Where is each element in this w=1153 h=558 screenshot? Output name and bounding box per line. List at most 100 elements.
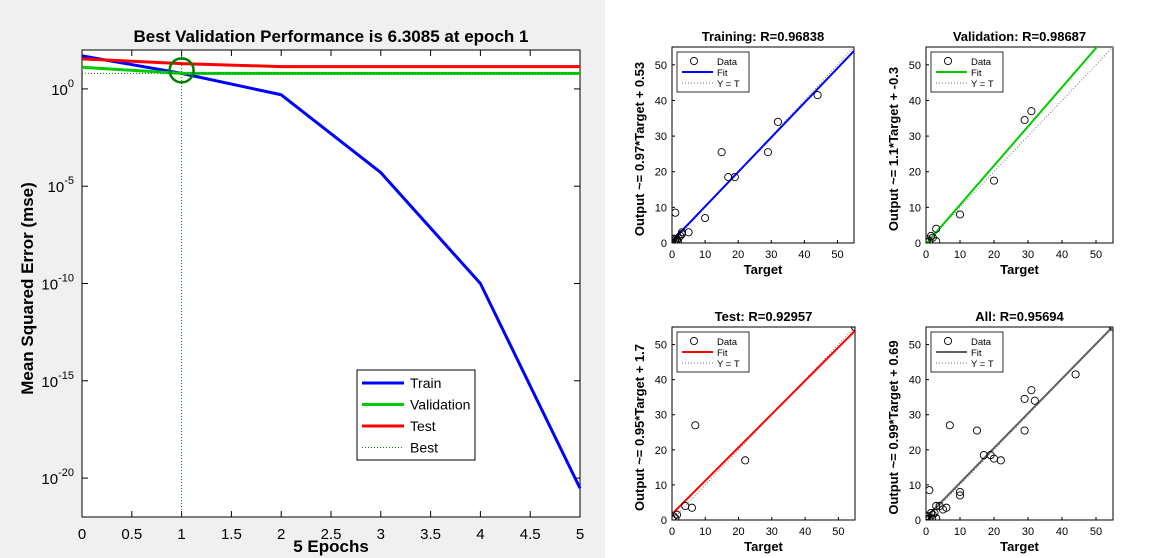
validation-data-point xyxy=(932,224,941,233)
performance-x-tick-label: 5 xyxy=(576,526,584,543)
training-identity-line xyxy=(672,47,854,243)
performance-x-tick-label: 2.5 xyxy=(321,526,342,543)
test-y-tick-label: 10 xyxy=(655,480,667,492)
validation-data-point xyxy=(955,210,965,219)
all-data-point xyxy=(1020,426,1029,435)
all-data-point xyxy=(932,514,941,520)
validation-x-tick-label: 0 xyxy=(923,249,929,261)
test-data-point xyxy=(672,514,677,520)
all-x-label: Target xyxy=(1000,539,1039,554)
performance-x-label: 5 Epochs xyxy=(293,537,369,556)
all-data-point xyxy=(926,511,932,520)
validation-x-tick-label: 50 xyxy=(1090,249,1102,261)
test-y-tick-label: 40 xyxy=(655,375,667,387)
performance-y-tick-label: 10-15 xyxy=(41,370,74,391)
all-data-point xyxy=(955,487,965,496)
test-title: Test: R=0.92957 xyxy=(715,309,813,324)
validation-y-tick-label: 20 xyxy=(909,167,921,179)
validation-data-point xyxy=(1020,116,1029,125)
training-x-label: Target xyxy=(744,262,783,277)
all-data-point xyxy=(1030,396,1039,405)
all-plot-content xyxy=(926,327,1113,520)
training-data-point xyxy=(672,208,680,217)
validation-y-tick-label: 10 xyxy=(909,202,921,214)
validation-y-tick-label: 30 xyxy=(909,131,921,143)
all-data-point xyxy=(955,491,965,500)
test-x-tick-label: 50 xyxy=(832,526,844,538)
test-data-point xyxy=(741,456,750,465)
performance-legend-box xyxy=(356,369,476,461)
all-data-point xyxy=(926,514,931,520)
training-y-tick-label: 10 xyxy=(655,202,667,214)
training-y-tick-label: 30 xyxy=(655,131,667,143)
training-data-point xyxy=(677,228,686,237)
training-x-tick-label: 30 xyxy=(765,249,777,261)
validation-legend-data-swatch xyxy=(943,56,953,66)
training-y-tick-label: 50 xyxy=(655,60,667,72)
training-legend-data-swatch xyxy=(689,56,699,66)
validation-y-tick-label: 50 xyxy=(909,60,921,72)
test-legend-fit-label: Fit xyxy=(717,348,728,359)
test-regression-plot: Test: R=0.92957 Target Output ~= 0.95*Targ… xyxy=(632,309,856,554)
all-legend-identity-label: Y = T xyxy=(971,359,994,370)
all-data-point xyxy=(1020,394,1029,403)
training-data-point xyxy=(717,148,726,157)
all-y-label: Output ~= 0.99*Target + 0.69 xyxy=(886,340,901,514)
test-x-tick-label: 40 xyxy=(799,526,811,538)
training-y-label: Output ~= 0.97*Target + 0.53 xyxy=(632,62,647,236)
validation-y-tick-label: 0 xyxy=(915,238,921,250)
validation-x-tick-label: 40 xyxy=(1056,249,1068,261)
training-data-point xyxy=(730,173,739,182)
all-data-point xyxy=(1071,370,1080,379)
performance-x-tick-label: 1 xyxy=(177,526,185,543)
all-data-point xyxy=(996,456,1005,465)
all-x-tick-label: 30 xyxy=(1022,526,1034,538)
performance-x-tick-label: 4 xyxy=(476,526,484,543)
all-data-point xyxy=(926,486,934,495)
test-data-point xyxy=(687,503,697,512)
validation-legend-identity-label: Y = T xyxy=(971,79,994,90)
validation-data-point xyxy=(926,237,931,243)
validation-legend-data-label: Data xyxy=(971,57,992,68)
training-x-tick-label: 40 xyxy=(798,249,810,261)
performance-series-test xyxy=(81,57,580,69)
all-data-point xyxy=(972,426,982,435)
training-plot-content xyxy=(672,47,854,243)
validation-x-tick-label: 30 xyxy=(1022,249,1034,261)
validation-x-tick-label: 10 xyxy=(954,249,966,261)
test-fit-line xyxy=(672,329,855,515)
training-y-tick-label: 0 xyxy=(661,238,667,250)
all-x-tick-label: 10 xyxy=(954,526,966,538)
performance-y-tick-label: 100 xyxy=(51,78,74,99)
training-data-point xyxy=(763,148,773,157)
training-legend-fit-label: Fit xyxy=(717,68,728,79)
all-regression-plot: All: R=0.95694 Target Output ~= 0.99*Targe… xyxy=(886,309,1114,554)
all-x-tick-label: 40 xyxy=(1056,526,1068,538)
performance-x-tick-label: 0.5 xyxy=(121,526,142,543)
performance-legend-label: Best xyxy=(410,440,438,456)
test-plot-content xyxy=(672,327,855,520)
all-y-tick-label: 10 xyxy=(909,480,921,492)
performance-x-tick-label: 0 xyxy=(78,526,86,543)
all-x-tick-label: 50 xyxy=(1090,526,1102,538)
training-x-tick-label: 50 xyxy=(831,249,843,261)
performance-y-tick-label: 10-20 xyxy=(41,467,74,488)
training-data-point xyxy=(673,237,683,243)
training-data-point xyxy=(676,231,685,240)
performance-y-label: Mean Squared Error (mse) xyxy=(18,182,37,395)
training-y-tick-label: 20 xyxy=(655,167,667,179)
validation-legend-fit-label: Fit xyxy=(971,68,982,79)
test-data-point xyxy=(672,510,682,519)
performance-x-tick-label: 3.5 xyxy=(420,526,441,543)
performance-x-tick-label: 1.5 xyxy=(221,526,242,543)
validation-data-point xyxy=(927,231,936,240)
all-title: All: R=0.95694 xyxy=(975,309,1064,324)
training-x-tick-label: 10 xyxy=(699,249,711,261)
training-x-tick-label: 0 xyxy=(669,249,675,261)
training-data-point xyxy=(724,173,733,182)
all-x-tick-label: 20 xyxy=(988,526,1000,538)
test-x-tick-label: 10 xyxy=(699,526,711,538)
all-y-tick-label: 50 xyxy=(909,340,921,352)
validation-identity-line xyxy=(926,47,1113,243)
